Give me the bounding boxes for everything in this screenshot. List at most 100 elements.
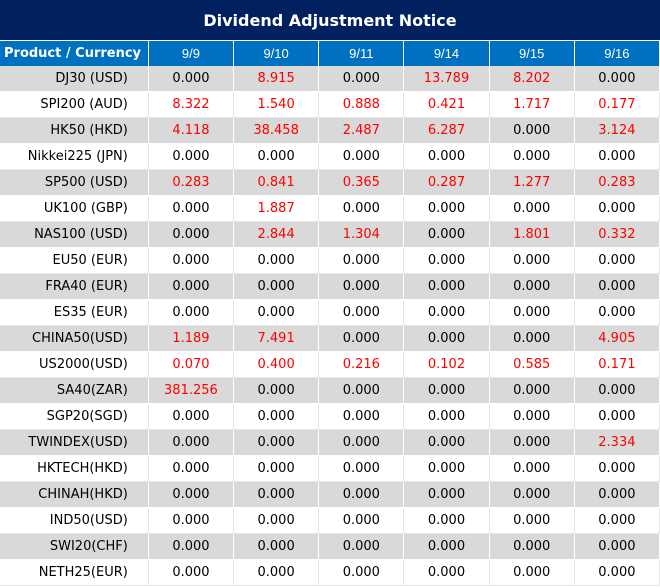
dividend-value-cell: 0.000: [233, 247, 320, 274]
dividend-value-cell: 0.000: [148, 273, 235, 300]
dividend-value-cell: 1.717: [489, 91, 575, 118]
dividend-value-cell: 1.540: [233, 91, 320, 118]
dividend-value-cell: 0.000: [403, 195, 490, 222]
dividend-value-cell: 0.000: [148, 429, 235, 456]
table-row: NETH25(EUR) 0.000 0.000 0.000 0.000 0.000 0.00…: [0, 559, 660, 586]
dividend-value-cell: 0.000: [148, 507, 235, 534]
dividend-value-cell: 0.000: [403, 507, 490, 534]
column-header-date: 9/11: [318, 41, 405, 66]
dividend-value-cell: 4.118: [148, 117, 235, 144]
dividend-value-cell: 0.000: [403, 429, 490, 456]
dividend-value-cell: 0.000: [489, 481, 575, 508]
table-row: SPI200 (AUD) 8.322 1.540 0.888 0.421 1.717 0.1…: [0, 91, 660, 118]
dividend-value-cell: 0.000: [574, 377, 660, 404]
dividend-value-cell: 0.000: [318, 533, 405, 560]
table-row: SA40(ZAR) 381.256 0.000 0.000 0.000 0.000 0.00…: [0, 377, 660, 404]
dividend-value-cell: 0.000: [574, 403, 660, 430]
dividend-value-cell: 0.000: [489, 429, 575, 456]
dividend-value-cell: 0.365: [318, 169, 405, 196]
dividend-value-cell: 1.887: [233, 195, 320, 222]
dividend-value-cell: 0.000: [318, 66, 405, 92]
dividend-value-cell: 0.000: [318, 403, 405, 430]
dividend-value-cell: 6.287: [403, 117, 490, 144]
product-name-cell: FRA40 (EUR): [0, 273, 149, 300]
dividend-value-cell: 8.202: [489, 66, 575, 92]
dividend-value-cell: 1.189: [148, 325, 235, 352]
dividend-value-cell: 0.000: [148, 559, 235, 586]
dividend-value-cell: 0.000: [489, 559, 575, 586]
product-name-cell: SGP20(SGD): [0, 403, 149, 430]
table-row: UK100 (GBP) 0.000 1.887 0.000 0.000 0.000 0.00…: [0, 195, 660, 222]
dividend-value-cell: 0.000: [489, 507, 575, 534]
dividend-value-cell: 0.000: [233, 299, 320, 326]
page-title: Dividend Adjustment Notice: [0, 0, 660, 41]
dividend-value-cell: 0.000: [489, 403, 575, 430]
dividend-value-cell: 0.000: [403, 403, 490, 430]
dividend-value-cell: 0.000: [489, 533, 575, 560]
dividend-value-cell: 0.000: [574, 481, 660, 508]
dividend-value-cell: 0.000: [403, 533, 490, 560]
dividend-value-cell: 2.334: [574, 429, 660, 456]
dividend-value-cell: 38.458: [233, 117, 320, 144]
dividend-value-cell: 0.000: [489, 455, 575, 482]
dividend-value-cell: 1.801: [489, 221, 575, 248]
product-name-cell: UK100 (GBP): [0, 195, 149, 222]
dividend-value-cell: 0.000: [318, 143, 405, 170]
table-row: SP500 (USD) 0.283 0.841 0.365 0.287 1.277 0.28…: [0, 169, 660, 196]
dividend-value-cell: 0.000: [233, 429, 320, 456]
table-row: IND50(USD) 0.000 0.000 0.000 0.000 0.000 0.000: [0, 507, 660, 534]
product-name-cell: DJ30 (USD): [0, 66, 149, 92]
dividend-value-cell: 0.000: [574, 273, 660, 300]
dividend-value-cell: 0.000: [233, 377, 320, 404]
column-header-date: 9/14: [403, 41, 490, 66]
dividend-value-cell: 2.844: [233, 221, 320, 248]
dividend-value-cell: 0.000: [148, 195, 235, 222]
dividend-value-cell: 8.915: [233, 66, 320, 92]
dividend-value-cell: 0.000: [318, 377, 405, 404]
product-name-cell: CHINAH(HKD): [0, 481, 149, 508]
dividend-value-cell: 0.332: [574, 221, 660, 248]
dividend-table: Product / Currency 9/9 9/10 9/11 9/14 9/…: [0, 41, 660, 586]
dividend-value-cell: 0.000: [148, 221, 235, 248]
table-row: DJ30 (USD) 0.000 8.915 0.000 13.789 8.202 0.00…: [0, 66, 660, 92]
dividend-value-cell: 0.421: [403, 91, 490, 118]
dividend-value-cell: 0.000: [489, 325, 575, 352]
dividend-value-cell: 0.000: [403, 377, 490, 404]
dividend-value-cell: 0.000: [574, 143, 660, 170]
dividend-value-cell: 2.487: [318, 117, 405, 144]
product-name-cell: SPI200 (AUD): [0, 91, 149, 118]
dividend-value-cell: 0.000: [403, 325, 490, 352]
dividend-value-cell: 0.000: [233, 143, 320, 170]
dividend-value-cell: 0.000: [489, 247, 575, 274]
dividend-value-cell: 0.000: [148, 455, 235, 482]
dividend-value-cell: 0.171: [574, 351, 660, 378]
table-row: SWI20(CHF) 0.000 0.000 0.000 0.000 0.000 0.000: [0, 533, 660, 560]
dividend-value-cell: 0.102: [403, 351, 490, 378]
table-row: FRA40 (EUR) 0.000 0.000 0.000 0.000 0.000 0.00…: [0, 273, 660, 300]
dividend-value-cell: 0.000: [318, 455, 405, 482]
table-row: NAS100 (USD) 0.000 2.844 1.304 0.000 1.801 0.3…: [0, 221, 660, 248]
product-name-cell: ES35 (EUR): [0, 299, 149, 326]
dividend-value-cell: 0.000: [403, 221, 490, 248]
dividend-value-cell: 0.000: [318, 273, 405, 300]
dividend-value-cell: 0.000: [233, 559, 320, 586]
product-name-cell: SA40(ZAR): [0, 377, 149, 404]
dividend-value-cell: 0.000: [148, 247, 235, 274]
table-row: Nikkei225 (JPN) 0.000 0.000 0.000 0.000 0.000…: [0, 143, 660, 170]
table-row: US2000(USD) 0.070 0.400 0.216 0.102 0.585 0.17…: [0, 351, 660, 378]
product-name-cell: HK50 (HKD): [0, 117, 149, 144]
dividend-value-cell: 13.789: [403, 66, 490, 92]
table-body: DJ30 (USD) 0.000 8.915 0.000 13.789 8.202 0.00…: [0, 66, 660, 586]
dividend-value-cell: 0.888: [318, 91, 405, 118]
dividend-value-cell: 7.491: [233, 325, 320, 352]
dividend-value-cell: 0.000: [148, 299, 235, 326]
dividend-value-cell: 0.216: [318, 351, 405, 378]
product-name-cell: HKTECH(HKD): [0, 455, 149, 482]
dividend-value-cell: 0.000: [318, 195, 405, 222]
product-name-cell: NETH25(EUR): [0, 559, 149, 586]
dividend-value-cell: 1.304: [318, 221, 405, 248]
dividend-value-cell: 0.000: [318, 299, 405, 326]
header-row: Product / Currency 9/9 9/10 9/11 9/14 9/…: [0, 41, 660, 66]
dividend-value-cell: 0.000: [403, 299, 490, 326]
dividend-value-cell: 0.283: [148, 169, 235, 196]
